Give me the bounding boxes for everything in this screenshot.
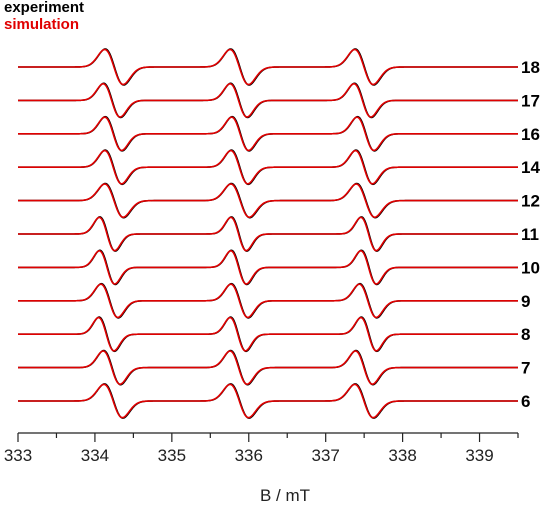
legend-simulation: simulation [4, 16, 80, 33]
trace-11 [18, 216, 518, 252]
trace-14 [18, 149, 518, 186]
trace-16 [18, 115, 518, 152]
x-tick-label: 339 [465, 446, 493, 465]
x-tick-label: 337 [312, 446, 340, 465]
trace-10 [18, 249, 518, 286]
simulation-line-16 [18, 116, 518, 152]
trace-label: 14 [521, 158, 540, 177]
simulation-line-14 [18, 149, 518, 185]
simulation-line-7 [18, 350, 518, 385]
trace-6 [18, 383, 518, 419]
trace-label: 12 [521, 192, 540, 211]
x-tick-label: 335 [158, 446, 186, 465]
trace-label: 6 [521, 392, 530, 411]
x-tick-label: 334 [81, 446, 109, 465]
trace-label: 18 [521, 58, 540, 77]
x-axis: 333 334 335 336 337 338 339 [4, 432, 519, 465]
simulation-line-17 [18, 83, 518, 118]
simulation-line-12 [18, 183, 518, 218]
simulation-line-6 [18, 383, 518, 419]
legend-experiment: experiment [4, 0, 85, 16]
trace-label: 8 [521, 325, 530, 344]
simulation-line-8 [18, 316, 518, 352]
x-axis-label: B / mT [259, 486, 311, 505]
trace-8 [18, 316, 518, 353]
trace-labels-layer: 18 17 16 14 12 11 10 9 8 7 6 [521, 58, 540, 411]
trace-17 [18, 82, 518, 119]
x-tick-label: 336 [235, 446, 263, 465]
simulation-line-11 [18, 216, 518, 252]
trace-label: 9 [521, 292, 530, 311]
x-tick-label: 338 [388, 446, 416, 465]
trace-label: 7 [521, 359, 530, 378]
trace-label: 17 [521, 91, 540, 110]
trace-9 [18, 282, 518, 319]
trace-label: 11 [521, 225, 539, 244]
trace-7 [18, 349, 518, 386]
simulation-line-9 [18, 283, 518, 319]
trace-label: 10 [521, 258, 540, 277]
simulation-line-10 [18, 250, 518, 285]
simulation-line-18 [18, 48, 518, 86]
trace-label: 16 [521, 125, 540, 144]
trace-12 [18, 182, 518, 219]
x-tick-label: 333 [4, 446, 32, 465]
traces-layer [18, 48, 518, 419]
trace-18 [18, 48, 518, 86]
